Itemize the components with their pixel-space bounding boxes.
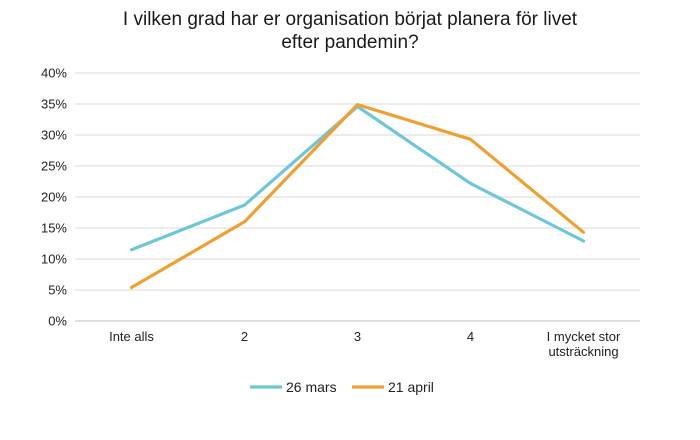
- y-tick-label: 5%: [48, 283, 67, 298]
- chart-title-line-2: efter pandemin?: [281, 32, 419, 53]
- x-tick-label: I mycket stor: [547, 329, 621, 344]
- x-tick-label: 2: [241, 329, 248, 344]
- y-tick-label: 15%: [41, 221, 67, 236]
- y-tick-label: 30%: [41, 128, 67, 143]
- chart-title: I vilken grad har er organisation börjat…: [0, 8, 700, 54]
- x-tick-label: Inte alls: [109, 329, 154, 344]
- legend-label: 26 mars: [286, 379, 337, 395]
- legend-label: 21 april: [388, 379, 434, 395]
- y-tick-label: 40%: [41, 66, 67, 81]
- y-tick-label: 25%: [41, 159, 67, 174]
- y-tick-label: 0%: [48, 314, 67, 329]
- series-line-2: [129, 102, 586, 290]
- y-tick-label: 10%: [41, 252, 67, 267]
- x-tick-label: 4: [467, 329, 474, 344]
- x-tick-label: utsträckning: [548, 344, 618, 359]
- y-tick-label: 20%: [41, 190, 67, 205]
- chart-title-line-1: I vilken grad har er organisation börjat…: [122, 9, 578, 30]
- x-tick-label: 3: [354, 329, 361, 344]
- y-tick-label: 35%: [41, 97, 67, 112]
